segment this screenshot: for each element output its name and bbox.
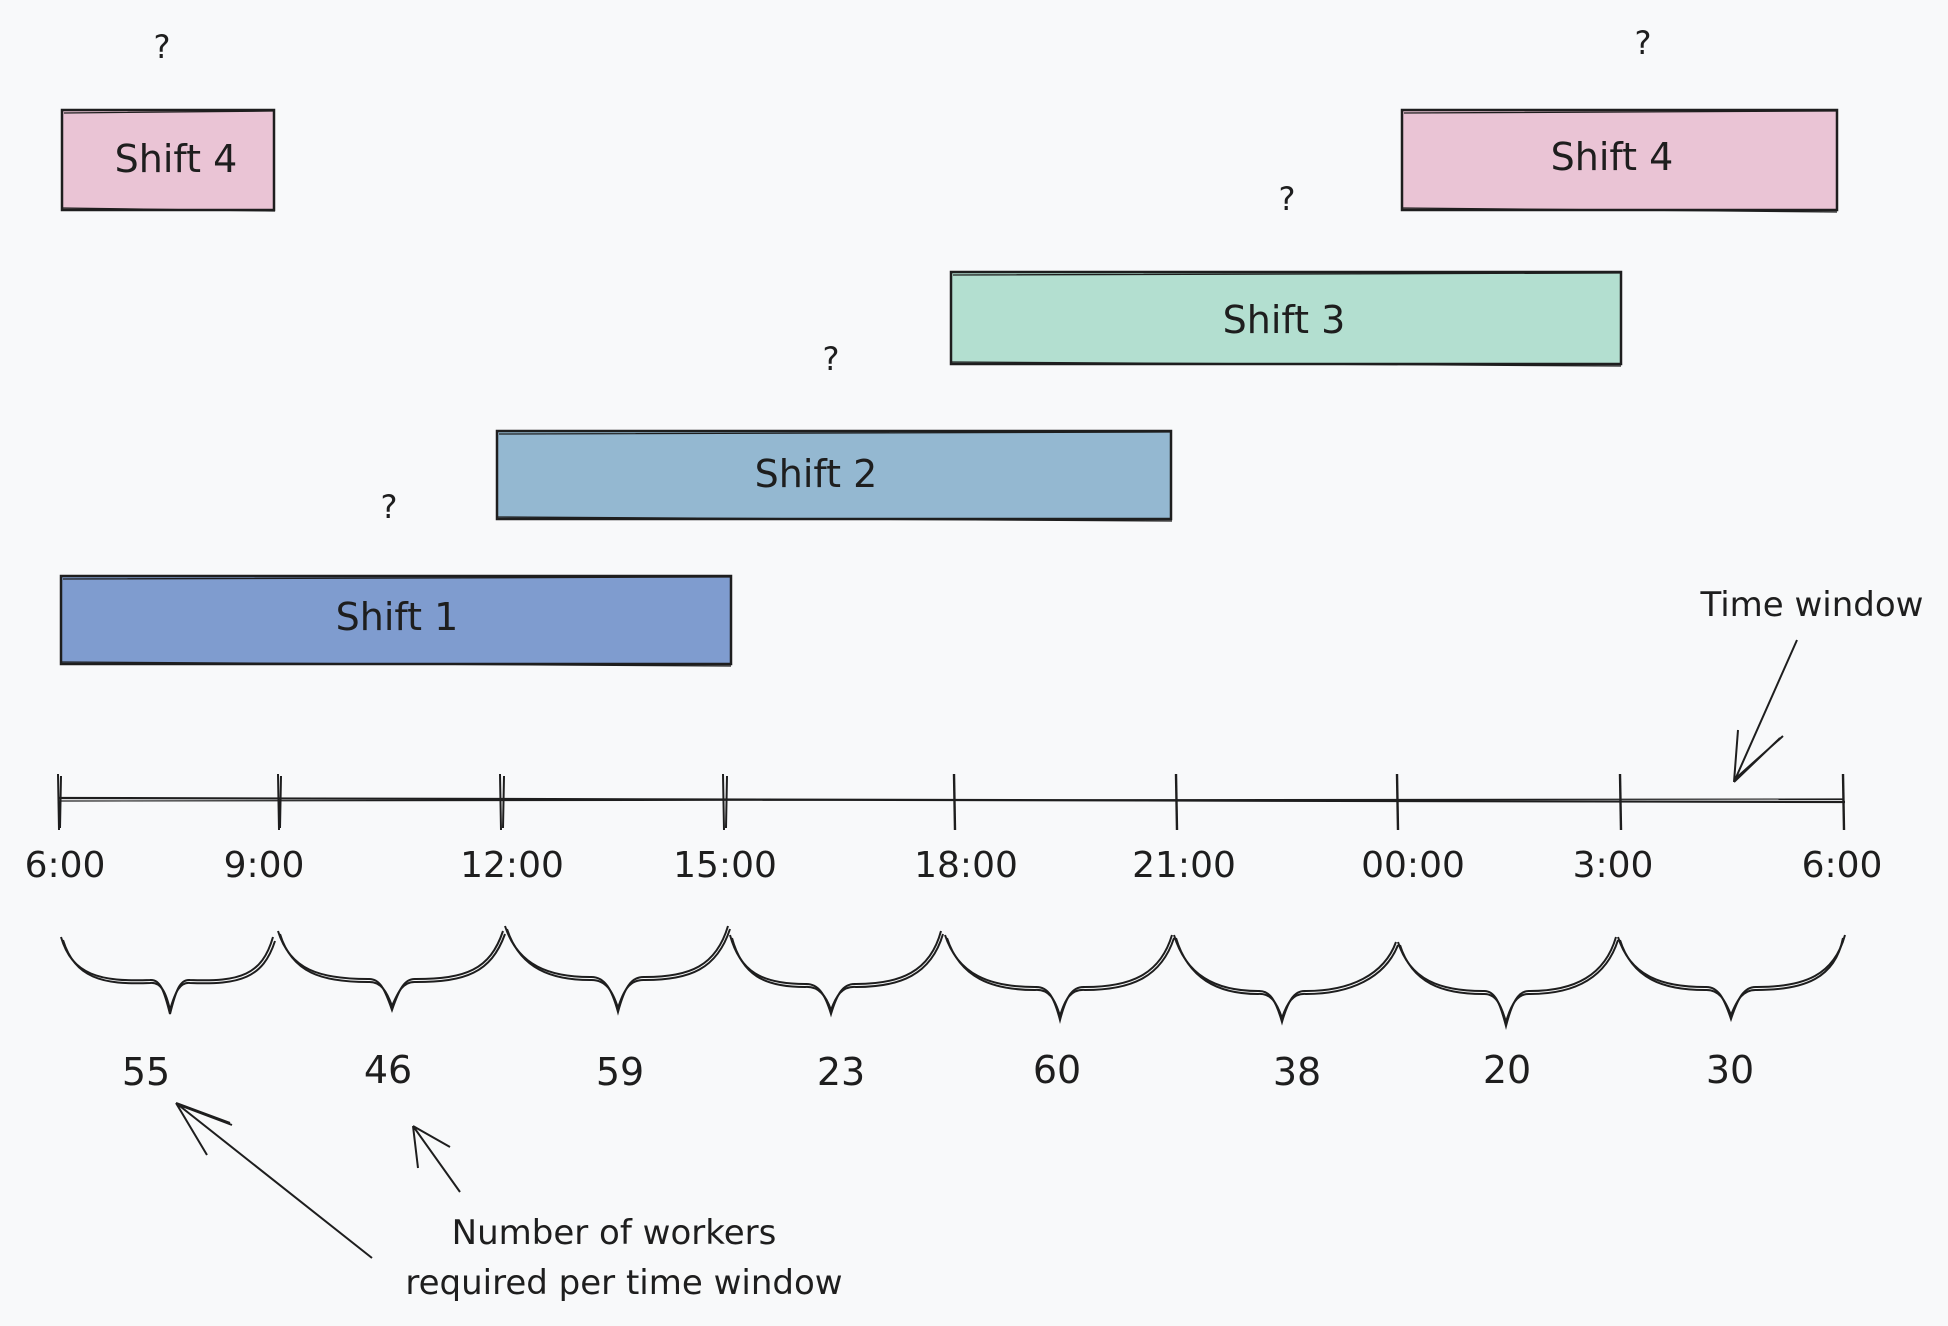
time-window-label: Time window: [1699, 585, 1923, 625]
shift-4-early-rect: [60, 108, 276, 212]
brace-5: [1173, 934, 1399, 1026]
workers-window-5: 38: [1273, 1050, 1321, 1094]
workers-window-1: 46: [364, 1048, 412, 1092]
workers-required-values: 55 46 59 23 60 38 20 30: [122, 1048, 1754, 1094]
workers-window-7: 30: [1706, 1048, 1754, 1092]
timeline-axis: 6:00 9:00 12:00 15:00 18:00 21:00 00:00 …: [25, 773, 1883, 886]
tick-label-3: 15:00: [673, 845, 777, 886]
workers-window-4: 60: [1033, 1048, 1081, 1092]
tick-label-5: 21:00: [1132, 845, 1236, 886]
tick-4: [952, 773, 957, 831]
tick-label-2: 12:00: [460, 845, 564, 886]
tick-1: [277, 773, 282, 831]
tick-7: [1618, 773, 1623, 831]
tick-label-8: 6:00: [1802, 845, 1883, 886]
workers-annotation-line-1: Number of workers: [452, 1213, 777, 1253]
tick-3: [722, 773, 728, 831]
shift-2-label: Shift 2: [755, 452, 878, 496]
tick-label-4: 18:00: [914, 845, 1018, 886]
tick-label-7: 3:00: [1573, 845, 1654, 886]
tick-label-1: 9:00: [224, 845, 305, 886]
brace-4: [944, 934, 1175, 1024]
shift-4-late-question-mark: ?: [1635, 24, 1652, 62]
shift-bar-1: Shift 1 ?: [59, 488, 733, 667]
workers-annotation-line-2: required per time window: [405, 1263, 842, 1303]
timeline-ticks: [57, 773, 1846, 831]
tick-6: [1395, 773, 1400, 831]
workers-window-0: 55: [122, 1050, 170, 1094]
shift-1-question-mark: ?: [381, 488, 398, 526]
timeline-tick-labels: 6:00 9:00 12:00 15:00 18:00 21:00 00:00 …: [25, 845, 1883, 886]
brace-2: [504, 925, 731, 1016]
workers-window-2: 59: [596, 1050, 644, 1094]
shift-3-rect: [949, 270, 1623, 366]
brace-0: [60, 936, 276, 1015]
workers-annotation: Number of workers required per time wind…: [175, 1102, 843, 1303]
tick-2: [499, 773, 505, 831]
tick-label-0: 6:00: [25, 845, 106, 886]
workers-window-3: 23: [817, 1050, 865, 1094]
shift-3-label: Shift 3: [1223, 298, 1346, 342]
brace-1: [277, 930, 506, 1014]
shift-bar-2: Shift 2 ?: [495, 340, 1173, 522]
shift-1-rect: [59, 574, 733, 666]
time-window-braces: [60, 925, 1846, 1030]
shift-bar-4-late: Shift 4 ?: [1400, 24, 1839, 213]
shift-4-early-question-mark: ?: [154, 28, 171, 66]
shift-2-rect: [495, 429, 1173, 521]
tick-8: [1841, 773, 1846, 831]
shift-1-label: Shift 1: [336, 595, 459, 639]
shift-4-late-rect: [1400, 108, 1839, 212]
shift-bar-3: Shift 3 ?: [949, 180, 1623, 367]
tick-5: [1174, 773, 1179, 831]
time-window-arrow: [1733, 639, 1798, 783]
shift-4-late-label: Shift 4: [1551, 135, 1674, 179]
workers-arrow-1: [175, 1102, 373, 1259]
time-window-annotation: Time window: [1699, 585, 1924, 783]
brace-3: [729, 930, 944, 1018]
brace-6: [1397, 936, 1619, 1030]
shift-2-question-mark: ?: [823, 340, 840, 378]
workers-arrow-2: [412, 1125, 461, 1193]
shift-4-early-label: Shift 4: [115, 137, 238, 181]
tick-label-6: 00:00: [1361, 845, 1465, 886]
brace-7: [1617, 934, 1846, 1023]
shift-bar-4-early: Shift 4 ?: [60, 28, 276, 212]
shift-3-question-mark: ?: [1279, 180, 1296, 218]
workers-window-6: 20: [1483, 1048, 1531, 1092]
tick-0: [57, 773, 62, 831]
